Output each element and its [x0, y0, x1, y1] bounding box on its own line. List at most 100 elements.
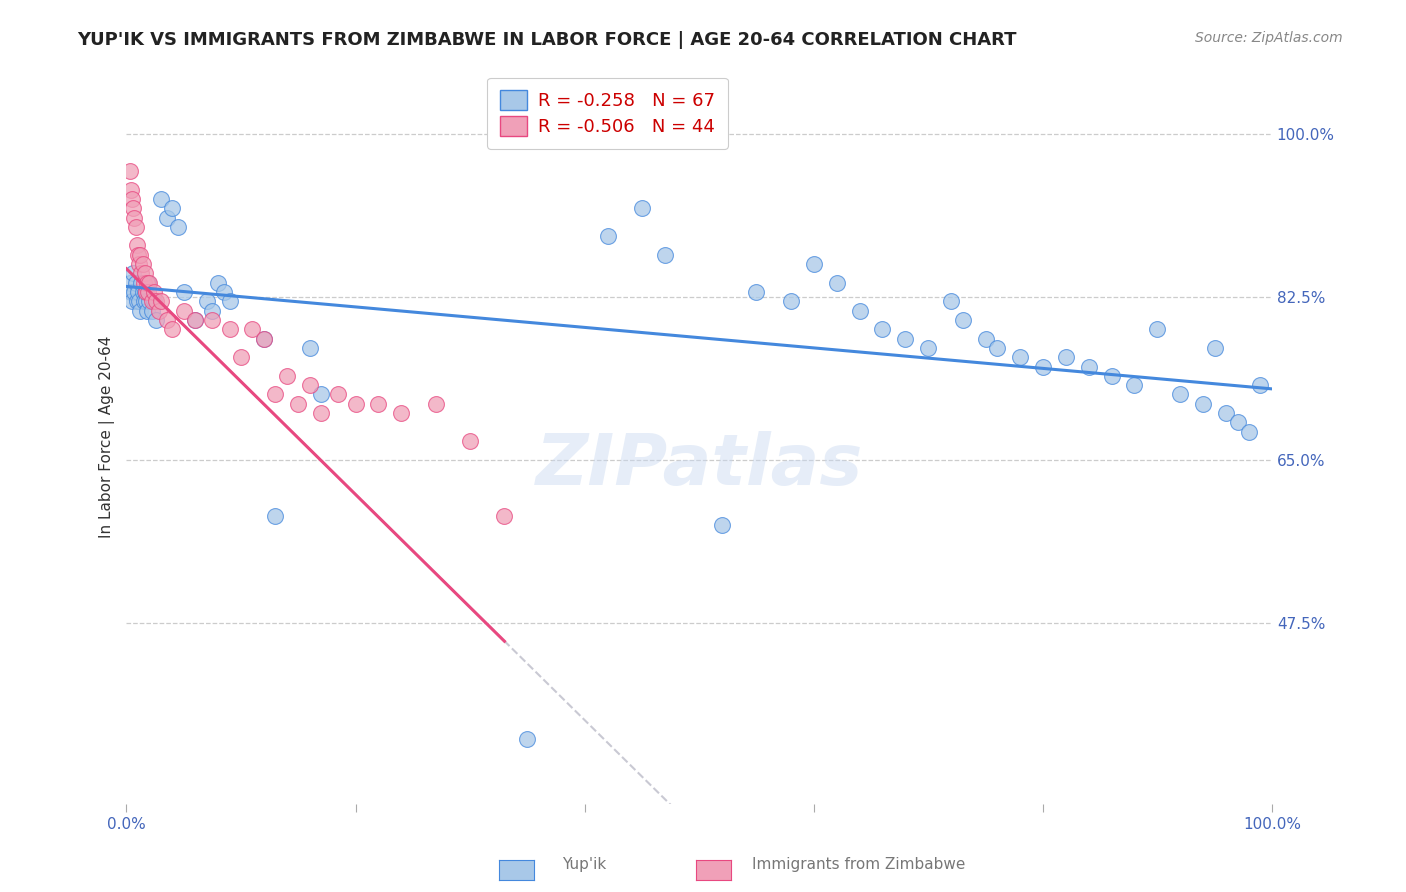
Point — [1215, 406, 1237, 420]
Point — [941, 294, 963, 309]
Point — [631, 201, 654, 215]
Point — [162, 201, 184, 215]
Point — [134, 266, 156, 280]
Point — [494, 508, 516, 523]
Point — [596, 229, 619, 244]
Point — [986, 341, 1008, 355]
Point — [1123, 378, 1146, 392]
Point — [136, 276, 159, 290]
Point — [1204, 341, 1226, 355]
Point — [287, 397, 309, 411]
Point — [516, 731, 538, 746]
Point — [309, 406, 332, 420]
Point — [779, 294, 801, 309]
Point — [253, 332, 276, 346]
Point — [162, 322, 184, 336]
Point — [872, 322, 894, 336]
Point — [1077, 359, 1099, 374]
Point — [218, 294, 240, 309]
Point — [425, 397, 447, 411]
Point — [328, 387, 350, 401]
Point — [141, 294, 163, 309]
Point — [389, 406, 412, 420]
Point — [184, 313, 207, 327]
Point — [155, 211, 177, 225]
Point — [458, 434, 481, 448]
Point — [173, 285, 195, 299]
Point — [276, 368, 298, 383]
Point — [131, 266, 153, 280]
Point — [974, 332, 997, 346]
Point — [1192, 397, 1215, 411]
Point — [136, 303, 159, 318]
Point — [124, 285, 146, 299]
Point — [131, 276, 153, 290]
Point — [118, 276, 141, 290]
Point — [711, 517, 734, 532]
Point — [143, 294, 166, 309]
Text: Immigrants from Zimbabwe: Immigrants from Zimbabwe — [752, 857, 966, 872]
Point — [127, 248, 149, 262]
Point — [344, 397, 367, 411]
Point — [242, 322, 264, 336]
Point — [201, 303, 224, 318]
Point — [229, 350, 252, 364]
Point — [145, 294, 167, 309]
Point — [149, 192, 172, 206]
Point — [253, 332, 276, 346]
Point — [132, 276, 155, 290]
Point — [1146, 322, 1168, 336]
Point — [135, 285, 157, 299]
Point — [654, 248, 676, 262]
Point — [131, 285, 153, 299]
Point — [135, 294, 157, 309]
Point — [138, 294, 160, 309]
Point — [125, 238, 148, 252]
Point — [127, 285, 149, 299]
Point — [122, 201, 145, 215]
Point — [207, 276, 229, 290]
Point — [120, 183, 142, 197]
Point — [173, 303, 195, 318]
Point — [1054, 350, 1077, 364]
Point — [124, 276, 146, 290]
Point — [125, 294, 148, 309]
Point — [212, 285, 235, 299]
Point — [136, 276, 159, 290]
Point — [894, 332, 917, 346]
Point — [1237, 425, 1260, 439]
Text: YUP'IK VS IMMIGRANTS FROM ZIMBABWE IN LABOR FORCE | AGE 20-64 CORRELATION CHART: YUP'IK VS IMMIGRANTS FROM ZIMBABWE IN LA… — [77, 31, 1017, 49]
Point — [132, 294, 155, 309]
Point — [129, 248, 152, 262]
Point — [367, 397, 389, 411]
Point — [264, 387, 287, 401]
Point — [1032, 359, 1054, 374]
Text: Yup'ik: Yup'ik — [562, 857, 606, 872]
Point — [148, 303, 170, 318]
Point — [124, 211, 146, 225]
Point — [195, 294, 218, 309]
Point — [138, 276, 160, 290]
Point — [143, 285, 166, 299]
Point — [1101, 368, 1123, 383]
Point — [128, 294, 150, 309]
Point — [952, 313, 974, 327]
Point — [145, 313, 167, 327]
Point — [803, 257, 825, 271]
Point — [184, 313, 207, 327]
Point — [118, 164, 141, 178]
Point — [121, 192, 143, 206]
Point — [218, 322, 240, 336]
Point — [201, 313, 224, 327]
Point — [124, 219, 146, 234]
Text: Source: ZipAtlas.com: Source: ZipAtlas.com — [1195, 31, 1343, 45]
Point — [917, 341, 939, 355]
Point — [131, 257, 153, 271]
Point — [121, 294, 143, 309]
Point — [136, 285, 159, 299]
Point — [1226, 416, 1249, 430]
Point — [149, 294, 172, 309]
Point — [298, 378, 321, 392]
Text: ZIPatlas: ZIPatlas — [536, 432, 863, 500]
Point — [825, 276, 848, 290]
